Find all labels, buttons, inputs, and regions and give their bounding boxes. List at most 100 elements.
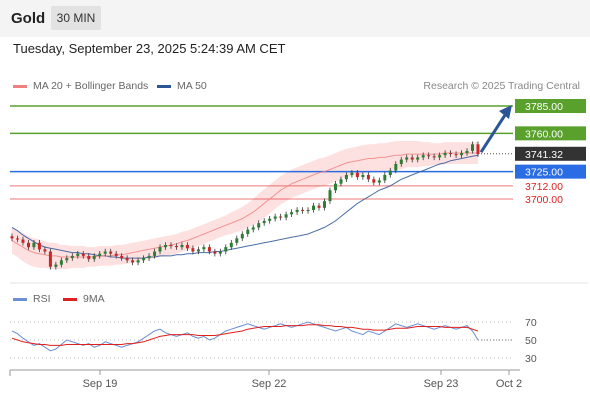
- level-tag-2: [515, 146, 586, 161]
- x-tick-label: Sep 23: [424, 378, 459, 390]
- candle: [465, 150, 469, 154]
- candle: [175, 246, 178, 248]
- candle: [21, 239, 25, 243]
- candle: [81, 253, 85, 256]
- level-label-1: 3760.00: [525, 128, 563, 140]
- forecast-arrow-head: [499, 105, 512, 119]
- candle: [196, 249, 200, 252]
- legend-bollinger: MA 20 + Bollinger Bands: [13, 80, 148, 92]
- level-label-5: 3700.00: [525, 194, 563, 206]
- candle: [191, 248, 195, 252]
- level-label-0: 3785.00: [525, 101, 563, 113]
- candle: [114, 253, 118, 256]
- candle: [240, 234, 244, 239]
- level-label-2: 3741.32: [525, 149, 563, 161]
- candle: [295, 209, 299, 213]
- candle: [268, 218, 272, 221]
- candle: [229, 242, 233, 248]
- candle: [350, 172, 354, 175]
- candle: [48, 251, 52, 267]
- candle: [169, 245, 173, 247]
- candle: [460, 153, 464, 156]
- candle: [131, 260, 135, 263]
- candle: [443, 153, 447, 156]
- candle: [471, 144, 474, 151]
- candle: [410, 157, 414, 160]
- candle: [416, 157, 420, 160]
- candle: [334, 183, 337, 191]
- candle: [54, 264, 58, 267]
- rsi-level-label-0: 70: [525, 317, 537, 329]
- ma50-line: [11, 154, 479, 259]
- candle: [273, 216, 277, 219]
- rsi-line: [11, 321, 479, 352]
- ma50-swatch: [157, 84, 171, 88]
- candle: [339, 179, 343, 184]
- candle: [432, 156, 436, 158]
- candle: [92, 255, 96, 260]
- candle: [224, 247, 228, 252]
- candle: [76, 253, 80, 256]
- candle: [180, 245, 184, 248]
- timeframe-button[interactable]: 30 MIN: [51, 6, 101, 30]
- candle: [37, 242, 41, 250]
- candle: [142, 258, 146, 261]
- candle: [103, 251, 107, 254]
- legend-ma50: MA 50: [157, 80, 207, 92]
- candle: [43, 249, 47, 252]
- legend-ma50-label: MA 50: [177, 80, 207, 92]
- x-tick-label: Sep 22: [252, 378, 287, 390]
- candle: [366, 174, 370, 180]
- candle: [125, 258, 129, 261]
- candle: [251, 227, 255, 230]
- candle: [65, 258, 69, 261]
- candle: [306, 209, 310, 211]
- rsi-level-label-1: 50: [525, 335, 537, 347]
- x-tick-label: Sep 19: [83, 378, 118, 390]
- candle: [372, 179, 376, 183]
- candle: [158, 247, 162, 252]
- candle: [164, 245, 167, 248]
- candle: [476, 144, 480, 155]
- candle: [438, 155, 442, 158]
- candle: [399, 159, 403, 164]
- rsi-level-label-2: 30: [525, 353, 537, 365]
- timestamp: Tuesday, September 23, 2025 5:24:39 AM C…: [13, 41, 286, 56]
- candle: [454, 154, 458, 156]
- legend-bollinger-label: MA 20 + Bollinger Bands: [33, 80, 149, 92]
- candle: [10, 236, 14, 239]
- candle: [153, 251, 157, 256]
- level-label-3: 3725.00: [525, 167, 563, 179]
- candle: [355, 172, 359, 178]
- candle: [262, 220, 266, 224]
- candle: [301, 209, 305, 211]
- candle: [147, 255, 151, 259]
- candle: [109, 251, 113, 254]
- candle: [59, 260, 63, 265]
- candle: [218, 251, 222, 254]
- candle: [290, 212, 294, 215]
- candle: [377, 180, 381, 183]
- forecast-arrow-shaft: [479, 111, 509, 153]
- bollinger-band: [12, 141, 478, 269]
- candle: [207, 247, 211, 252]
- legend-9ma: 9MA: [63, 293, 105, 305]
- candle: [344, 174, 348, 180]
- candle: [87, 255, 91, 260]
- legend-rsi-label: RSI: [33, 293, 51, 305]
- candle: [27, 242, 30, 248]
- candle: [323, 201, 326, 208]
- candle: [246, 229, 250, 234]
- level-label-4: 3712.00: [525, 181, 563, 193]
- level-tag-1: [515, 126, 586, 141]
- candle: [16, 238, 19, 240]
- candle: [279, 216, 283, 218]
- candle: [257, 223, 261, 228]
- credit-text: Research © 2025 Trading Central: [423, 80, 580, 92]
- candle: [421, 155, 425, 158]
- candle: [388, 170, 392, 175]
- candle: [185, 245, 189, 249]
- candle: [32, 242, 36, 248]
- ma9-swatch: [63, 297, 77, 301]
